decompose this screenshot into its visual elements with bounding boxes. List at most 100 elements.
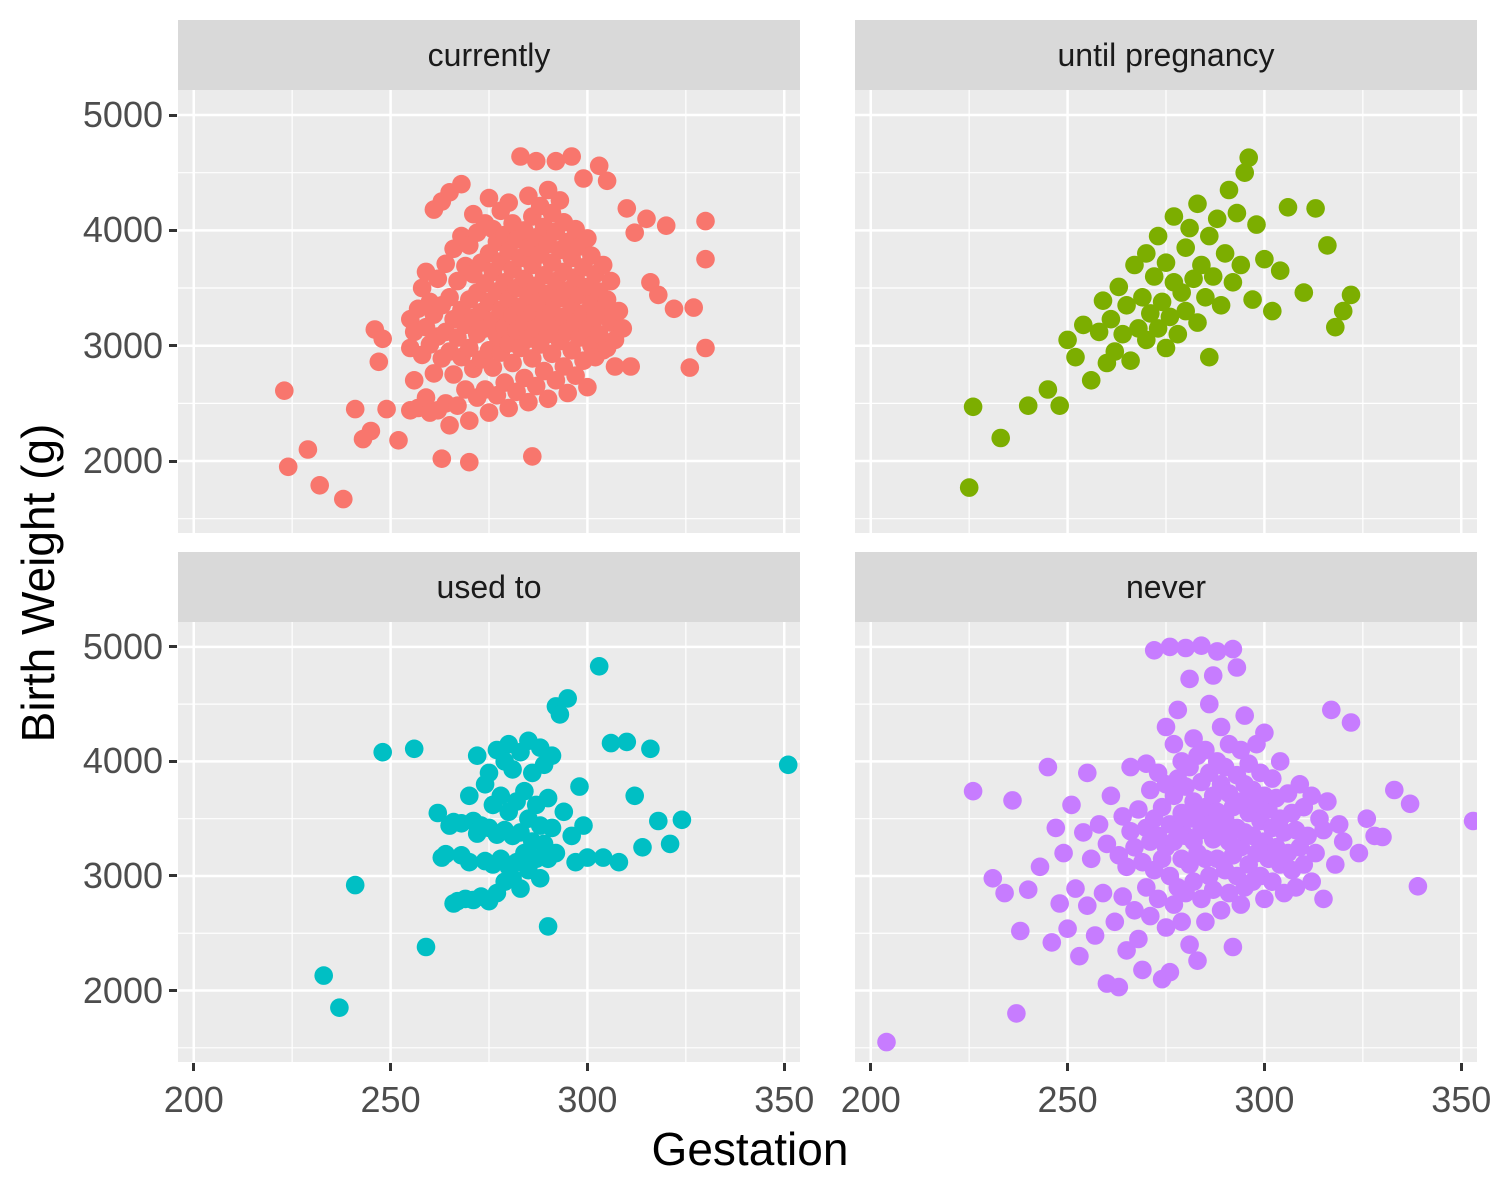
data-point bbox=[991, 428, 1010, 448]
data-point bbox=[660, 834, 680, 854]
data-point bbox=[460, 452, 479, 472]
data-point bbox=[1125, 901, 1144, 920]
data-point bbox=[1148, 319, 1168, 338]
data-point bbox=[460, 786, 479, 806]
data-point bbox=[1054, 843, 1073, 863]
data-point bbox=[1408, 877, 1428, 896]
data-point bbox=[479, 763, 499, 783]
data-point bbox=[1164, 207, 1184, 226]
data-point bbox=[1231, 838, 1251, 857]
x-tick-mark bbox=[389, 1063, 393, 1071]
data-point bbox=[617, 199, 637, 218]
data-point bbox=[1200, 347, 1219, 367]
data-point bbox=[1117, 296, 1136, 315]
data-point bbox=[1463, 811, 1477, 831]
y-tick-mark bbox=[169, 344, 177, 348]
data-point bbox=[1192, 255, 1211, 275]
data-point bbox=[1144, 267, 1164, 286]
x-axis-title: Gestation bbox=[651, 1123, 849, 1175]
data-point bbox=[1207, 642, 1227, 661]
data-point bbox=[566, 366, 585, 386]
x-tick-label: 250 bbox=[360, 1079, 421, 1120]
y-tick-label: 5000 bbox=[82, 625, 163, 667]
data-point bbox=[617, 732, 637, 752]
x-tick-label: 300 bbox=[1234, 1079, 1295, 1120]
y-tick-mark bbox=[169, 759, 177, 763]
data-point bbox=[1255, 249, 1274, 269]
x-tick-label: 350 bbox=[1431, 1079, 1492, 1120]
data-point bbox=[597, 171, 617, 191]
data-point bbox=[467, 746, 487, 765]
data-point bbox=[558, 383, 577, 403]
data-point bbox=[1333, 301, 1353, 321]
data-point bbox=[440, 416, 459, 435]
y-tick-label: 5000 bbox=[82, 94, 163, 136]
data-point bbox=[1290, 775, 1310, 794]
data-point bbox=[1141, 906, 1160, 926]
data-point bbox=[334, 489, 353, 509]
data-point bbox=[1196, 912, 1215, 932]
data-point bbox=[1109, 277, 1129, 297]
y-tick-mark bbox=[169, 113, 177, 117]
data-point bbox=[983, 869, 1003, 888]
data-point bbox=[1333, 832, 1353, 851]
data-point bbox=[1160, 637, 1180, 657]
data-point bbox=[1011, 921, 1030, 941]
data-point bbox=[448, 396, 467, 416]
data-point bbox=[1156, 253, 1176, 272]
data-point bbox=[1294, 855, 1314, 874]
data-point bbox=[1211, 296, 1231, 315]
data-point bbox=[1152, 292, 1172, 312]
data-point bbox=[1085, 926, 1105, 945]
data-point bbox=[589, 657, 609, 676]
data-point bbox=[1113, 324, 1132, 344]
data-point bbox=[479, 403, 499, 422]
x-tick-mark bbox=[1262, 1063, 1266, 1071]
data-point bbox=[1263, 301, 1282, 321]
data-point bbox=[578, 229, 597, 248]
data-point bbox=[1125, 255, 1144, 275]
data-point bbox=[1081, 371, 1101, 390]
scatter-panel-used-to bbox=[178, 622, 800, 1062]
data-point bbox=[1298, 826, 1317, 846]
data-point bbox=[499, 398, 518, 418]
data-point bbox=[499, 193, 518, 212]
data-point bbox=[448, 271, 467, 291]
y-tick-mark bbox=[169, 645, 177, 649]
data-point bbox=[1188, 313, 1207, 332]
data-point bbox=[1184, 269, 1203, 289]
y-tick-mark bbox=[169, 874, 177, 878]
data-point bbox=[1144, 641, 1164, 660]
data-point bbox=[1176, 777, 1195, 796]
data-point bbox=[1058, 919, 1077, 938]
data-point bbox=[1314, 820, 1333, 840]
data-point bbox=[1235, 163, 1254, 182]
data-point bbox=[1270, 752, 1290, 771]
data-point bbox=[597, 290, 617, 309]
data-point bbox=[530, 869, 550, 888]
data-point bbox=[511, 147, 530, 166]
data-point bbox=[523, 349, 542, 368]
y-tick-label: 3000 bbox=[82, 324, 163, 366]
data-point bbox=[1176, 301, 1195, 321]
data-point bbox=[649, 285, 668, 305]
data-point bbox=[330, 998, 349, 1017]
data-point bbox=[1211, 901, 1231, 920]
data-point bbox=[511, 879, 530, 898]
data-point bbox=[389, 431, 408, 450]
data-point bbox=[526, 376, 546, 396]
data-point bbox=[680, 358, 700, 377]
data-point bbox=[373, 329, 392, 349]
y-tick-label: 2000 bbox=[82, 969, 163, 1011]
data-point bbox=[601, 733, 621, 753]
data-point bbox=[641, 739, 660, 759]
data-point bbox=[609, 301, 629, 321]
data-point bbox=[1243, 290, 1262, 309]
data-point bbox=[633, 838, 652, 857]
data-point bbox=[1066, 347, 1085, 367]
data-point bbox=[625, 786, 644, 806]
data-point bbox=[1117, 941, 1136, 960]
data-point bbox=[578, 848, 597, 867]
data-point bbox=[1172, 283, 1191, 302]
